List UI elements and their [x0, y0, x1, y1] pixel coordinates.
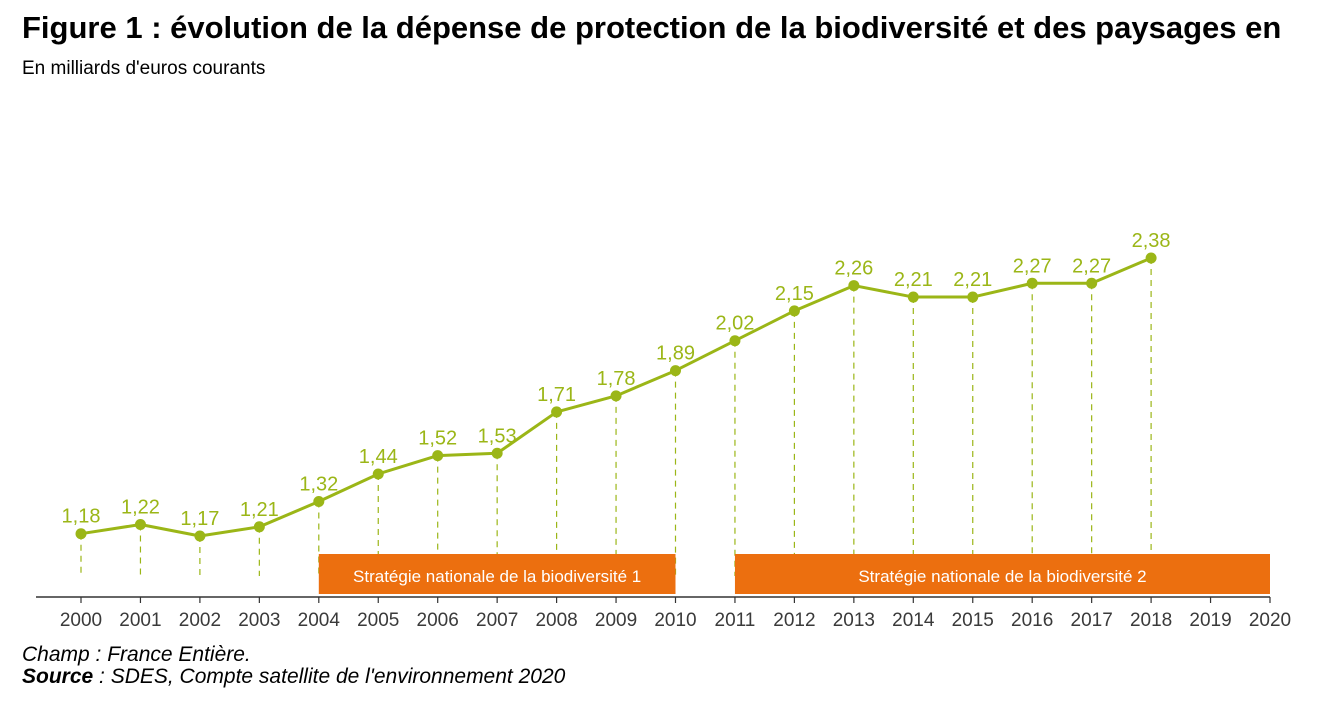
x-axis: 2000 2001 2002 2003 2004 2005 2006 2007 2008 2009… [36, 596, 1291, 631]
strategy-band-label-1: Stratégie nationale de la biodiversité 1 [353, 567, 641, 586]
data-label-2009: 1,78 [597, 368, 636, 390]
strategy-band-1 [318, 554, 676, 594]
data-label-2015: 2,21 [953, 269, 992, 291]
data-point-2003 [253, 521, 265, 533]
x-tick-label-2012: 2012 [773, 610, 815, 631]
chart-title: Figure 1 : évolution de la dépense de pr… [22, 10, 1282, 45]
data-label-2002: 1,17 [180, 508, 219, 530]
x-tick-label-2001: 2001 [119, 610, 161, 631]
data-label-2017: 2,27 [1072, 255, 1111, 277]
x-tick-label-2003: 2003 [238, 610, 280, 631]
data-point-2010 [670, 365, 681, 377]
data-point-2005 [372, 468, 384, 480]
data-point-2017 [1086, 277, 1098, 289]
source-text: : SDES, Compte satellite de l'environnem… [93, 665, 566, 688]
data-point-2001 [134, 519, 146, 531]
data-point-2015 [967, 291, 979, 303]
data-point-2018 [1145, 252, 1157, 264]
data-label-2012: 2,15 [775, 283, 814, 305]
data-label-2001: 1,22 [121, 497, 160, 519]
chart-subtitle: En milliards d'euros courants [22, 58, 266, 79]
x-tick-label-2019: 2019 [1189, 610, 1231, 631]
data-label-2007: 1,53 [478, 425, 517, 447]
data-point-2013 [848, 280, 860, 292]
data-label-2006: 1,52 [418, 428, 457, 450]
data-label-2013: 2,26 [834, 258, 873, 280]
source-label: Source [22, 665, 94, 688]
x-tick-label-2008: 2008 [535, 610, 577, 631]
data-label-2018: 2,38 [1132, 230, 1171, 252]
data-point-2016 [1026, 277, 1038, 289]
strategy-band-label-2: Stratégie nationale de la biodiversité 2 [858, 567, 1146, 586]
data-label-2003: 1,21 [240, 499, 279, 521]
data-label-2004: 1,32 [299, 474, 338, 496]
x-tick-label-2010: 2010 [654, 610, 696, 631]
champ-note: Champ : France Entière. [22, 643, 251, 666]
x-tick-label-2015: 2015 [952, 610, 994, 631]
strategy-bands: Stratégie nationale de la biodiversité 1… [318, 554, 1270, 594]
x-tick-label-2020: 2020 [1249, 610, 1291, 631]
data-label-2008: 1,71 [537, 384, 576, 406]
value-labels: 1,18 1,22 1,17 1,21 1,32 1,44 1,52 1,53 1,71 1,78… [62, 230, 1171, 530]
data-point-2006 [432, 450, 444, 462]
data-point-2014 [907, 291, 919, 303]
x-tick-label-2006: 2006 [417, 610, 459, 631]
data-point-2011 [729, 335, 741, 347]
x-tick-label-2013: 2013 [833, 610, 875, 631]
data-point-2007 [491, 447, 503, 459]
x-tick-label-2002: 2002 [179, 610, 221, 631]
x-tick-label-2007: 2007 [476, 610, 518, 631]
source-note: Source : SDES, Compte satellite de l'env… [22, 665, 565, 689]
x-tick-label-2000: 2000 [60, 610, 102, 631]
x-tick-label-2004: 2004 [298, 610, 341, 631]
data-label-2000: 1,18 [62, 506, 101, 528]
x-tick-label-2005: 2005 [357, 610, 399, 631]
x-tick-label-2011: 2011 [715, 610, 756, 631]
data-point-2000 [75, 528, 87, 540]
data-point-2002 [194, 530, 206, 542]
data-point-2012 [788, 305, 800, 317]
data-point-2008 [551, 406, 563, 418]
x-tick-label-2017: 2017 [1071, 610, 1113, 631]
data-point-2009 [610, 390, 622, 402]
strategy-band-2 [734, 554, 1270, 594]
data-label-2011: 2,02 [715, 313, 754, 335]
series-line-group [75, 252, 1157, 542]
data-label-2005: 1,44 [359, 446, 398, 468]
data-label-2010: 1,89 [656, 343, 695, 365]
drop-lines [80, 258, 1152, 576]
x-tick-label-2016: 2016 [1011, 610, 1053, 631]
data-label-2016: 2,27 [1013, 255, 1052, 277]
x-tick-label-2009: 2009 [595, 610, 637, 631]
x-tick-label-2014: 2014 [892, 610, 935, 631]
data-point-2004 [313, 496, 325, 508]
x-tick-label-2018: 2018 [1130, 610, 1172, 631]
data-label-2014: 2,21 [894, 269, 933, 291]
